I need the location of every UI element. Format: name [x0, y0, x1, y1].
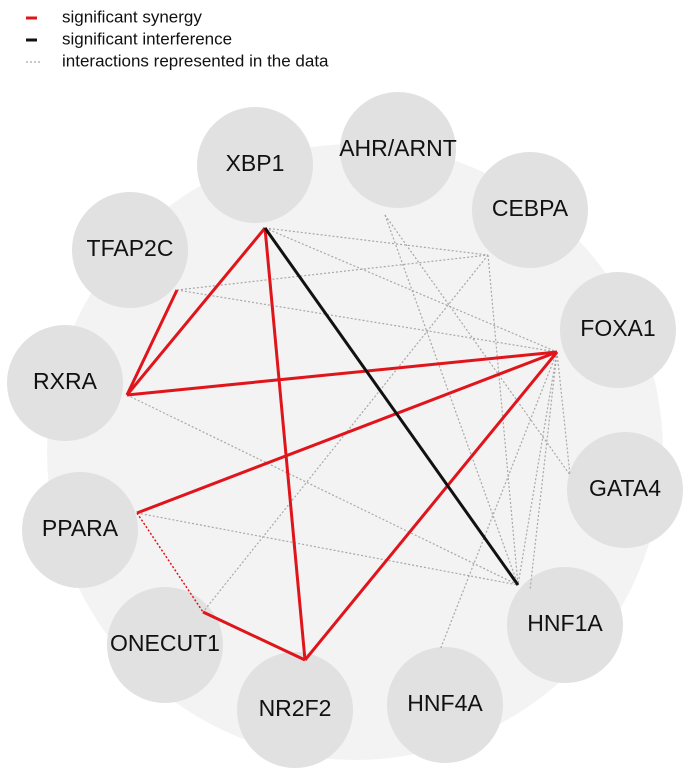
edge	[202, 610, 306, 662]
node	[340, 92, 456, 208]
node-label: CEBPA	[492, 195, 569, 221]
edge	[384, 214, 519, 586]
edge	[303, 351, 559, 661]
node	[472, 152, 588, 268]
node-label: FOXA1	[580, 315, 655, 341]
node-label: TFAP2C	[87, 235, 174, 261]
node	[507, 567, 623, 683]
node	[197, 107, 313, 223]
edge	[263, 227, 520, 586]
node-label: HNF4A	[407, 690, 483, 716]
node	[567, 432, 683, 548]
edge	[125, 289, 179, 396]
edge	[176, 254, 489, 291]
edge	[264, 227, 558, 353]
node	[387, 647, 503, 763]
node-label: PPARA	[42, 515, 119, 541]
edge	[125, 227, 267, 396]
edge	[556, 351, 571, 476]
edge	[126, 350, 558, 397]
node	[7, 325, 123, 441]
legend-label: interactions represented in the data	[62, 51, 329, 70]
legend-label: significant interference	[62, 29, 232, 48]
node-labels: XBP1 AHR/ARNT CEBPA TFAP2C FOXA1 RXRA GATA4 PPA…	[33, 135, 661, 721]
edge	[126, 394, 519, 586]
node-label: AHR/ARNT	[339, 135, 457, 161]
node	[22, 472, 138, 588]
edge	[176, 289, 558, 353]
node	[72, 192, 188, 308]
edge	[136, 512, 519, 586]
edge	[384, 214, 571, 476]
node-label: RXRA	[33, 368, 98, 394]
edge	[439, 351, 558, 651]
node-label: NR2F2	[259, 695, 332, 721]
node-label: XBP1	[226, 150, 285, 176]
node	[237, 652, 353, 768]
node-label: ONECUT1	[110, 630, 220, 656]
node	[107, 587, 223, 703]
node	[560, 272, 676, 388]
node-label: GATA4	[589, 475, 661, 501]
edge	[136, 350, 558, 515]
edge	[517, 351, 558, 586]
legend: significant synergy significant interfer…	[26, 7, 329, 70]
edge	[264, 227, 489, 256]
edges	[125, 214, 571, 662]
legend-label: significant synergy	[62, 7, 202, 26]
nodes	[7, 92, 683, 768]
node-label: HNF1A	[527, 610, 603, 636]
edge	[263, 227, 307, 661]
